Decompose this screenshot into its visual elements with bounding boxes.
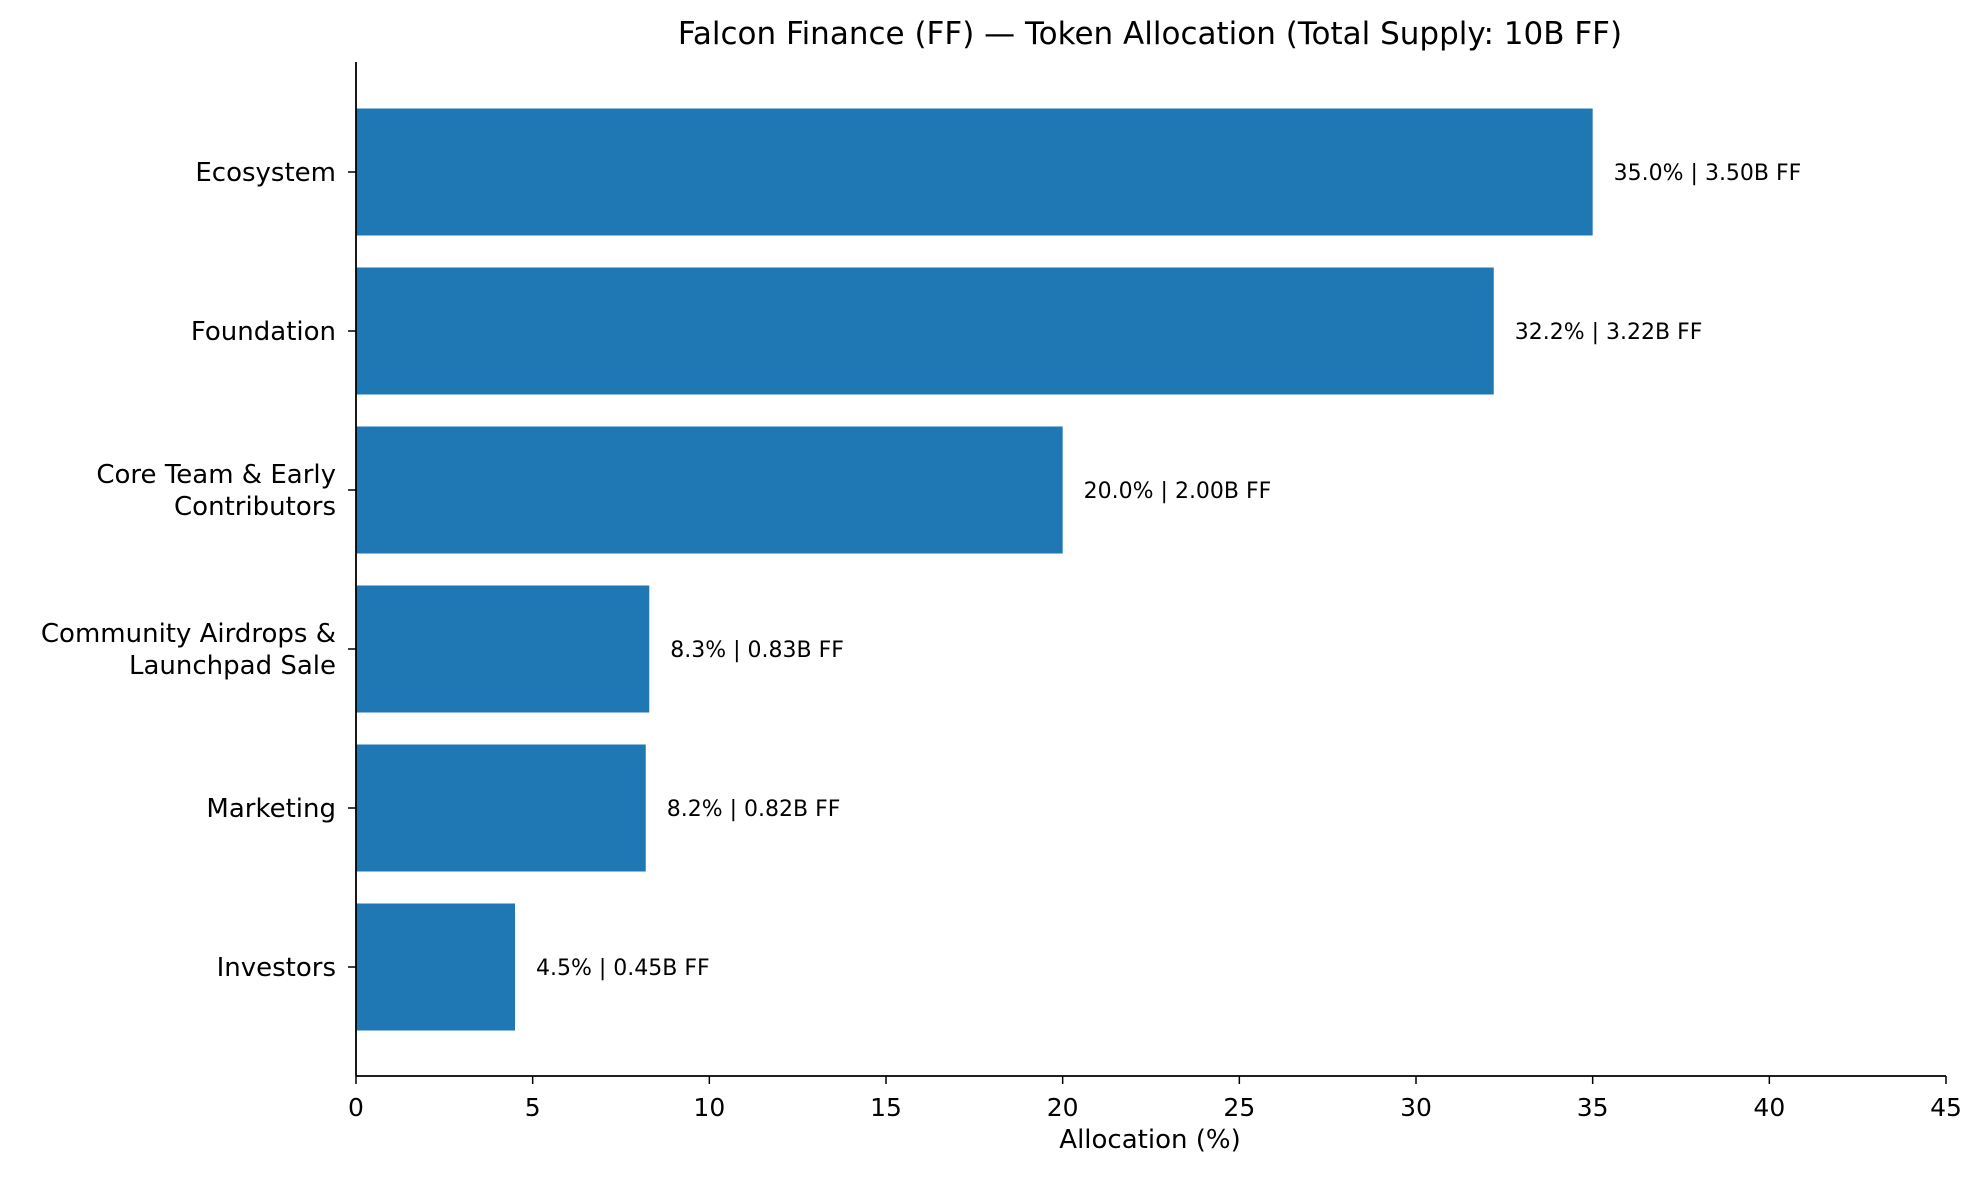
bar-3 xyxy=(356,585,650,713)
y-tick-label-0: Ecosystem xyxy=(195,158,336,188)
x-tick-label-2: 10 xyxy=(693,1093,725,1122)
x-axis: 0 5 10 15 20 25 30 35 40 45 xyxy=(348,1075,1962,1122)
y-tick-label-2-line-1: Contributors xyxy=(174,492,336,522)
data-label-2: 20.0% | 2.00B FF xyxy=(1084,479,1272,504)
x-tick-label-1: 5 xyxy=(525,1093,541,1122)
bar-5 xyxy=(356,903,515,1031)
data-label-4: 8.2% | 0.82B FF xyxy=(667,797,841,822)
data-label-5: 4.5% | 0.45B FF xyxy=(536,956,710,981)
data-label-3: 8.3% | 0.83B FF xyxy=(670,638,844,663)
y-tick-label-3-line-0: Community Airdrops & xyxy=(41,619,336,649)
data-label-0: 35.0% | 3.50B FF xyxy=(1614,161,1802,186)
chart-title: Falcon Finance (FF) — Token Allocation (… xyxy=(678,16,1622,52)
x-tick-label-9: 45 xyxy=(1930,1093,1962,1122)
bar-0 xyxy=(356,108,1593,236)
y-axis: Ecosystem Foundation Core Team & EarlyCont… xyxy=(41,62,357,1076)
x-tick-label-7: 35 xyxy=(1577,1093,1609,1122)
bar-2 xyxy=(356,426,1063,554)
bar-4 xyxy=(356,744,646,872)
x-tick-label-3: 15 xyxy=(870,1093,902,1122)
x-tick-label-4: 20 xyxy=(1047,1093,1079,1122)
y-tick-label-4: Marketing xyxy=(206,794,336,824)
x-tick-label-6: 30 xyxy=(1400,1093,1432,1122)
x-tick-label-5: 25 xyxy=(1223,1093,1255,1122)
y-tick-label-3-line-1: Launchpad Sale xyxy=(129,651,336,681)
data-labels-layer: 35.0% | 3.50B FF 32.2% | 3.22B FF 20.0% | … xyxy=(536,161,1801,981)
bars-layer xyxy=(356,108,1593,1031)
y-tick-label-5: Investors xyxy=(217,953,336,983)
bar-1 xyxy=(356,267,1494,395)
data-label-1: 32.2% | 3.22B FF xyxy=(1515,320,1703,345)
x-axis-label: Allocation (%) xyxy=(1059,1125,1240,1155)
y-tick-label-1: Foundation xyxy=(191,317,336,347)
y-tick-label-2-line-0: Core Team & Early xyxy=(96,460,336,490)
x-tick-label-0: 0 xyxy=(348,1093,364,1122)
x-tick-label-8: 40 xyxy=(1753,1093,1785,1122)
